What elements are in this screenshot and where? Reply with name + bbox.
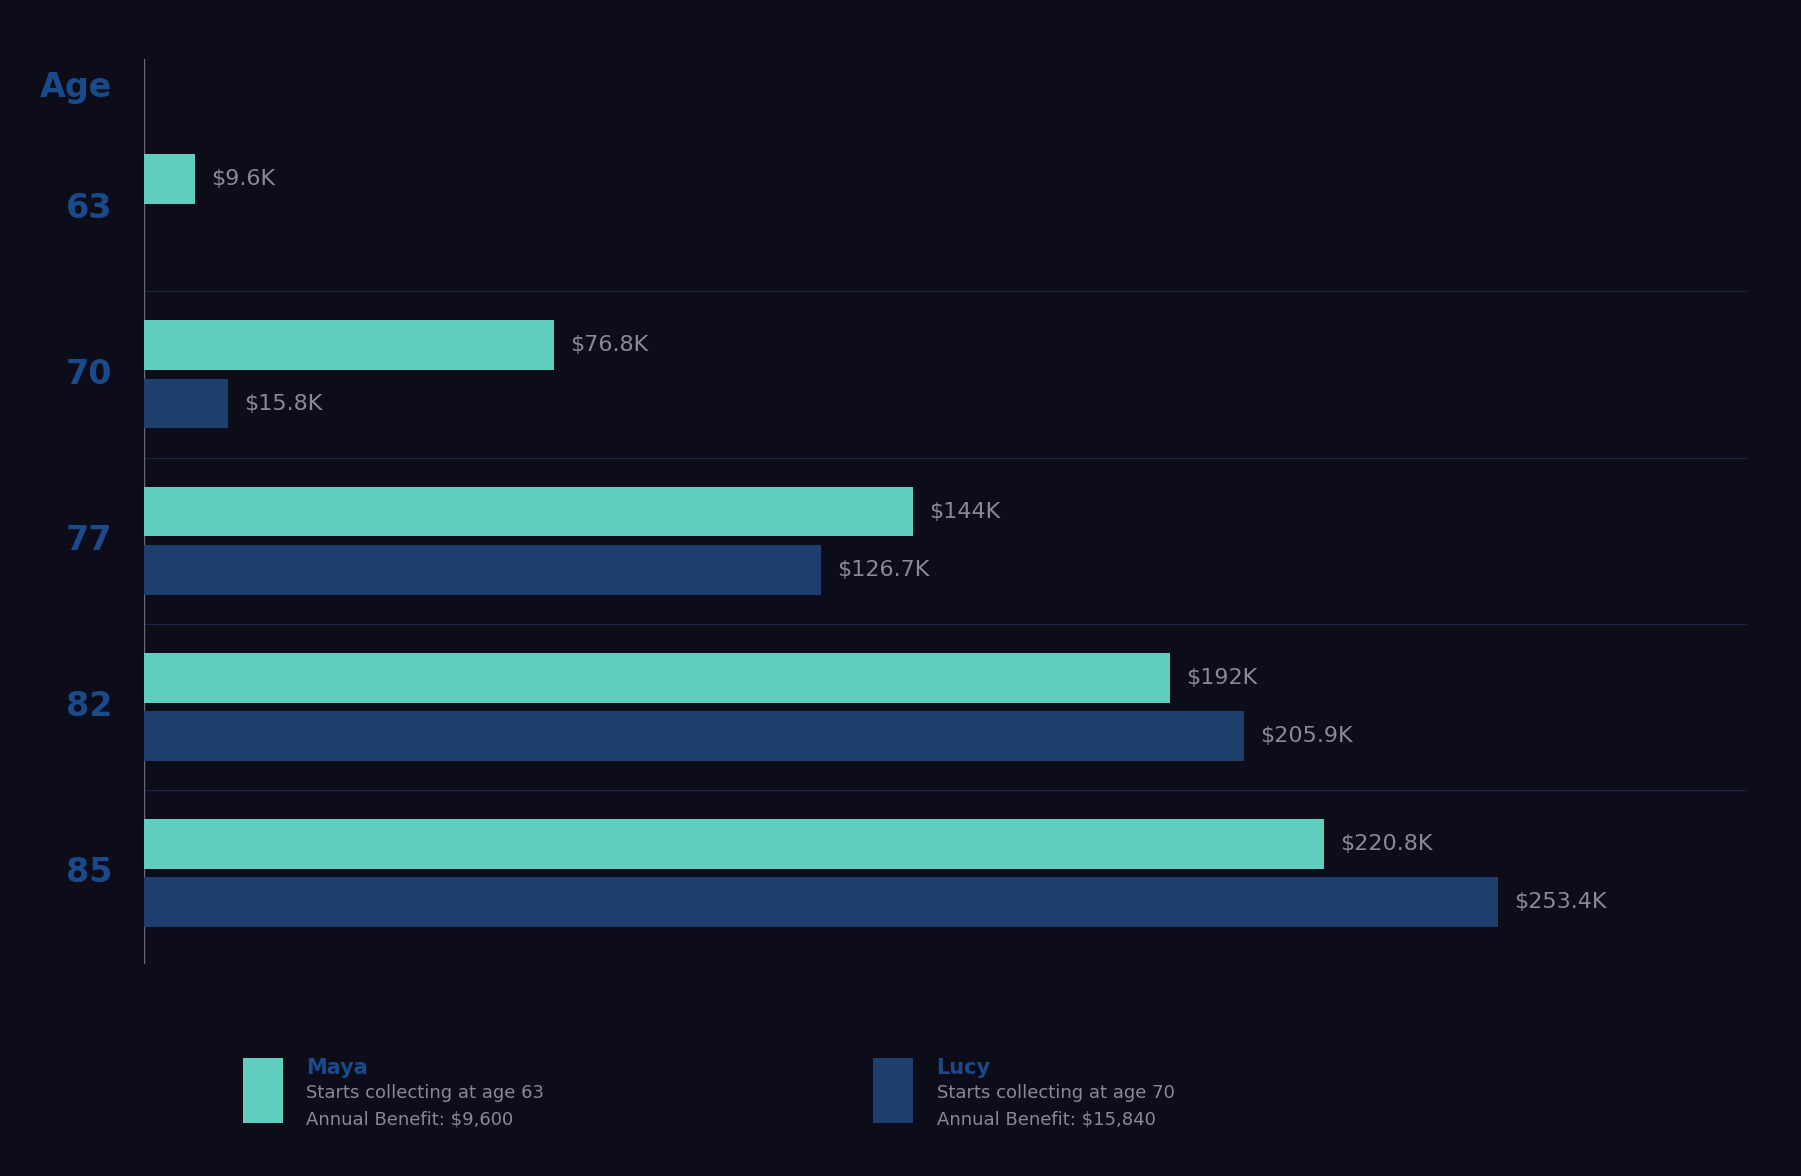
Text: $76.8K: $76.8K	[571, 335, 648, 355]
Text: $126.7K: $126.7K	[837, 560, 929, 580]
Text: $253.4K: $253.4K	[1515, 893, 1606, 913]
Text: $15.8K: $15.8K	[245, 394, 322, 414]
Text: Lucy: Lucy	[937, 1058, 991, 1078]
Text: $205.9K: $205.9K	[1261, 726, 1353, 746]
Text: $9.6K: $9.6K	[211, 169, 276, 189]
Bar	[144, 653, 1171, 702]
Text: 85: 85	[65, 856, 112, 889]
Bar	[144, 379, 229, 428]
Text: 70: 70	[65, 358, 112, 390]
Text: 77: 77	[65, 524, 112, 557]
Bar	[144, 321, 555, 370]
Text: Starts collecting at age 63: Starts collecting at age 63	[306, 1084, 544, 1102]
Text: 63: 63	[65, 192, 112, 225]
Text: $144K: $144K	[929, 501, 1001, 522]
Text: Annual Benefit: $9,600: Annual Benefit: $9,600	[306, 1110, 513, 1128]
Bar	[144, 711, 1244, 761]
Text: $220.8K: $220.8K	[1340, 834, 1432, 854]
Bar	[144, 487, 913, 536]
Text: Annual Benefit: $15,840: Annual Benefit: $15,840	[937, 1110, 1156, 1128]
Text: Starts collecting at age 70: Starts collecting at age 70	[937, 1084, 1174, 1102]
Text: 82: 82	[65, 690, 112, 723]
Bar	[144, 877, 1498, 927]
Text: $192K: $192K	[1187, 668, 1257, 688]
Bar	[144, 544, 821, 595]
Text: Maya: Maya	[306, 1058, 367, 1078]
Bar	[144, 154, 195, 205]
Bar	[144, 818, 1324, 869]
Text: Age: Age	[40, 71, 112, 103]
